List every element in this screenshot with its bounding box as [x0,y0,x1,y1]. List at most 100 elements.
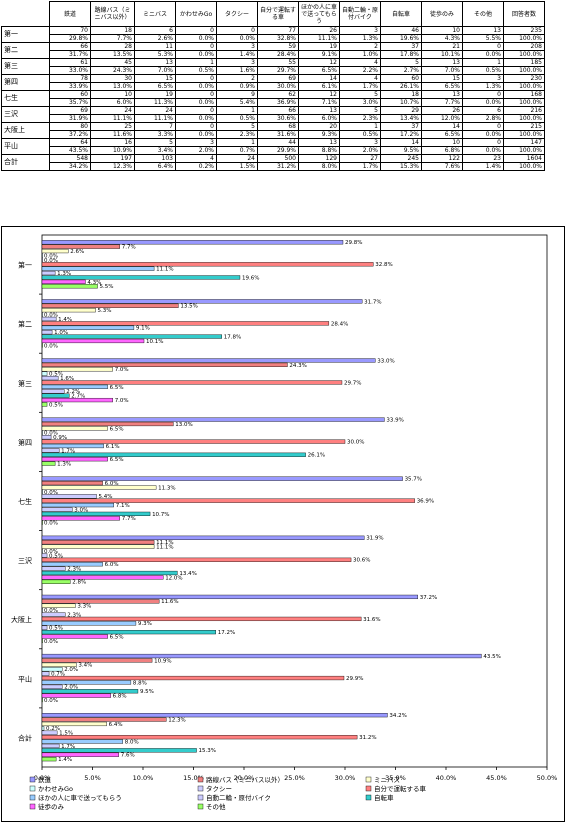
data-label: 7.0% [115,398,129,404]
row-label: 合計 [1,154,50,171]
count-cell: 208 [503,42,545,51]
count-cell: 61 [49,58,91,67]
bar [41,553,48,558]
table-row: 三沢 69 24 24 0 1 66 13 5 29 26 6 216 [1,106,545,123]
count-cell: 66 [257,106,299,115]
count-cell: 185 [503,58,545,67]
data-label: 6.0% [105,481,119,487]
percent-cell: 11.6% [90,130,135,139]
table-row: 第四 78 30 15 0 2 69 14 4 60 15 3 230 [1,74,545,91]
percent-cell: 0.0% [175,98,217,107]
count-cell: 2 [339,42,381,51]
data-label: 7.7% [122,516,136,522]
percent-cell: 5.5% [462,34,504,43]
bar [41,658,153,663]
count-cell: 62 [257,90,299,99]
summary-table: 鉄道 路線バス（ミニバス以外） ミニバス かわせみGo タクシー 自分で運転する車 ほかの人… [1,1,545,171]
percent-cell: 100.0% [503,34,545,43]
category-label: 第四 [18,438,32,447]
bar [41,717,167,722]
count-cell: 19 [298,42,340,51]
data-label: 0.5% [49,372,63,378]
data-label: 11.3% [158,485,175,491]
count-cell: 21 [421,42,463,51]
bar [41,402,48,407]
count-cell: 29 [380,106,422,115]
percent-cell: 15.3% [380,162,422,171]
legend-label: その他 [206,802,226,811]
count-cell: 0 [175,122,217,131]
legend-label: 自転車 [374,793,394,802]
bar [41,461,56,466]
count-cell: 103 [134,154,176,163]
bar [41,380,343,385]
bar [41,480,103,486]
bar [41,248,69,254]
table-row: 31.9% 11.1% 11.1% 0.0% 0.5% 30.6% 6.0% 2.3% 13.4… [2,114,545,123]
percent-cell: 0.0% [175,114,217,123]
column-header: 鉄道 [49,1,91,27]
percent-cell: 0.0% [175,50,217,59]
data-label: 6.5% [110,426,124,432]
data-label: 6.4% [109,722,123,728]
percent-cell: 12.0% [421,114,463,123]
percent-cell: 2.8% [462,114,504,123]
data-label: 17.2% [218,630,235,636]
count-cell: 77 [257,26,299,35]
percent-cell: 0.9% [216,82,258,91]
data-label: 24.3% [289,363,306,369]
category-label: 平山 [18,674,32,683]
bar [41,266,155,271]
bar [41,757,57,762]
x-tick-label: 40.0% [436,774,457,782]
bar [41,748,197,753]
count-cell: 1 [216,106,258,115]
data-label: 2.2% [66,389,80,395]
percent-cell: 1.7% [339,162,381,171]
bar [41,494,97,499]
data-label: 6.5% [110,385,124,391]
table-row: 37.2% 11.6% 3.3% 0.0% 2.3% 31.6% 9.3% 0.5% 17.2%… [2,130,545,139]
data-label: 30.6% [353,558,370,564]
column-header: その他 [462,1,504,27]
count-cell: 30 [90,74,135,83]
percent-cell: 0.0% [462,146,504,155]
x-tick-label: 25.0% [284,774,305,782]
count-cell: 10 [421,138,463,147]
count-cell: 129 [298,154,340,163]
percent-cell: 3.4% [134,146,176,155]
bar [41,439,346,444]
data-label: 28.4% [331,321,348,327]
bar [41,397,113,403]
column-header: 徒歩のみ [421,1,463,27]
x-tick-label: 0.0% [34,774,51,782]
percent-cell: 34.2% [49,162,91,171]
bar [41,426,108,431]
percent-cell: 0.0% [175,34,217,43]
percent-cell: 5.3% [134,50,176,59]
data-label: 29.8% [345,240,362,246]
x-tick-label: 35.0% [385,774,406,782]
data-label: 36.9% [417,499,434,505]
data-label: 10.9% [154,658,171,664]
count-cell: 3 [175,138,217,147]
percent-cell: 43.5% [49,146,91,155]
column-header: タクシー [216,1,258,27]
percent-cell: 33.0% [49,66,91,75]
x-tick-label: 45.0% [486,774,507,782]
count-cell: 0 [462,90,504,99]
row-label: 三沢 [1,106,50,123]
data-label: 29.9% [346,676,363,682]
legend-label: 自分で運転する車 [374,784,427,793]
bar [41,548,43,554]
data-label: 43.5% [483,654,500,660]
data-label: 17.8% [224,334,241,340]
data-label: 0.5% [49,553,63,559]
bar [41,671,50,676]
count-cell: 6 [462,106,504,115]
percent-cell: 100.0% [503,82,545,91]
percent-cell: 28.4% [257,50,299,59]
category-label: 大阪上 [11,615,32,624]
column-header: ほかの人に車で送ってもらう [298,1,340,27]
count-cell: 5 [134,138,176,147]
